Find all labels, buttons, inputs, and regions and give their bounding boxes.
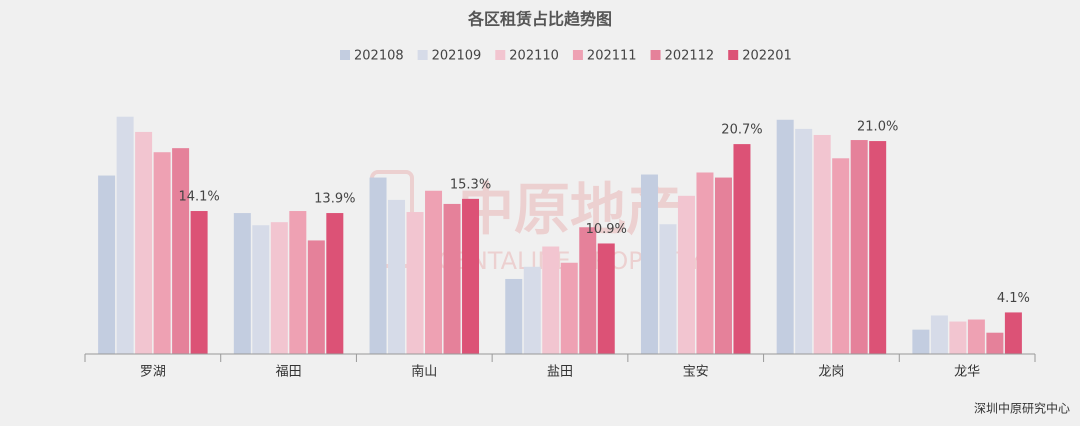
bar <box>388 199 406 354</box>
bar <box>597 243 615 354</box>
legend-label: 202110 <box>509 49 559 64</box>
bar <box>443 203 461 354</box>
legend-swatch <box>340 50 350 60</box>
bar <box>307 240 325 354</box>
legend-swatch <box>650 50 661 60</box>
bar <box>912 329 930 354</box>
bar <box>795 128 813 354</box>
bar <box>733 144 751 354</box>
bar <box>986 332 1004 354</box>
bar <box>813 134 831 354</box>
bar <box>98 175 116 354</box>
bar <box>135 131 153 354</box>
legend-swatch <box>728 50 739 60</box>
legend-label: 202112 <box>665 49 715 64</box>
legend-swatch <box>495 50 506 60</box>
bar <box>523 266 541 354</box>
bar <box>1004 312 1022 354</box>
bar <box>542 246 560 354</box>
bar <box>233 213 251 354</box>
source: 深圳中原研究中心 <box>974 401 1070 416</box>
x-tick-label: 罗湖 <box>140 365 166 380</box>
bar <box>270 222 288 354</box>
x-tick-label: 南山 <box>411 364 437 380</box>
x-tick-label: 盐田 <box>547 365 573 380</box>
bar <box>659 224 677 354</box>
data-label: 21.0% <box>857 120 898 135</box>
bar <box>696 172 714 354</box>
bar <box>116 116 134 354</box>
bar <box>252 225 270 354</box>
legend-label: 202108 <box>354 49 404 64</box>
bar <box>326 213 344 354</box>
legend-label: 202201 <box>742 49 792 64</box>
bar <box>677 195 695 354</box>
data-label: 20.7% <box>721 123 762 138</box>
bar <box>930 315 948 354</box>
bar <box>949 321 967 354</box>
bar <box>505 278 523 354</box>
data-label: 10.9% <box>586 222 627 237</box>
x-tick-label: 宝安 <box>683 365 709 380</box>
legend-swatch <box>572 50 583 60</box>
x-tick-label: 龙岗 <box>818 365 844 380</box>
bar <box>579 227 597 354</box>
bar <box>776 119 794 355</box>
bar <box>369 177 387 354</box>
bar <box>640 174 658 354</box>
data-label: 14.1% <box>178 190 219 205</box>
data-label: 13.9% <box>314 192 355 207</box>
bar <box>832 158 850 354</box>
legend-label: 202109 <box>432 49 482 64</box>
bar <box>406 212 424 354</box>
bar <box>967 319 985 354</box>
bar <box>425 190 443 354</box>
bar <box>172 148 190 354</box>
bar <box>850 140 868 354</box>
bar <box>714 177 732 354</box>
bar <box>560 262 578 354</box>
bar <box>190 211 208 354</box>
chart-title: 各区租赁占比趋势图 <box>467 10 612 29</box>
bar <box>153 152 171 354</box>
x-tick-label: 福田 <box>276 365 302 380</box>
legend-swatch <box>417 50 428 60</box>
legend-label: 202111 <box>587 49 637 64</box>
x-tick-label: 龙华 <box>954 365 980 380</box>
bar <box>289 211 307 354</box>
bar <box>462 198 480 354</box>
bar <box>869 141 887 354</box>
data-label: 15.3% <box>450 177 491 192</box>
data-label: 4.1% <box>997 291 1030 306</box>
